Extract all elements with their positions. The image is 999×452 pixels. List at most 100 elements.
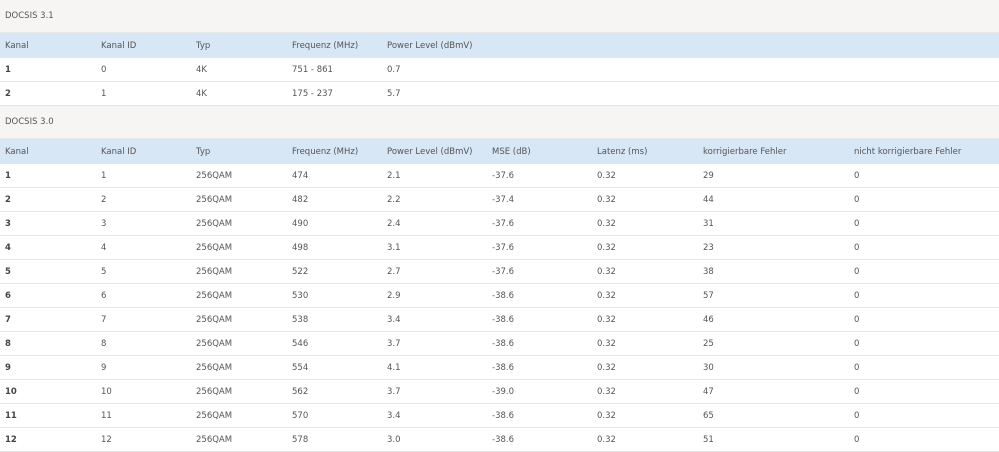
table-cell: 12: [5, 435, 17, 445]
table-cell: 175 - 237: [292, 89, 333, 99]
table-cell: 6: [5, 291, 11, 301]
column-header: Kanal: [5, 41, 29, 51]
table-cell: 3.7: [387, 387, 401, 397]
table-cell: -38.6: [492, 363, 514, 373]
table-cell: 1: [5, 65, 11, 75]
table-cell: 30: [703, 363, 714, 373]
header-row: Kanal Kanal ID Typ Frequenz (MHz) Power Leve…: [0, 33, 999, 58]
table-cell: -38.6: [492, 411, 514, 421]
table-cell: 256QAM: [196, 267, 233, 277]
column-header: Typ: [196, 41, 211, 51]
table-cell: 0.32: [597, 219, 616, 229]
table-row: 4 4 256QAM 498 3.1 -37.6 0.32 23 0: [0, 236, 999, 260]
table-cell: 25: [703, 339, 714, 349]
table-row: 6 6 256QAM 530 2.9 -38.6 0.32 57 0: [0, 284, 999, 308]
table-cell: 0.32: [597, 291, 616, 301]
table-cell: 2: [101, 195, 107, 205]
table-row: 3 3 256QAM 490 2.4 -37.6 0.32 31 0: [0, 212, 999, 236]
table-cell: 47: [703, 387, 714, 397]
table-cell: 4K: [196, 89, 207, 99]
table-cell: 2.1: [387, 171, 401, 181]
table-cell: 522: [292, 267, 309, 277]
table-cell: -37.4: [492, 195, 514, 205]
table-cell: 0: [854, 267, 860, 277]
table-cell: 44: [703, 195, 714, 205]
table-cell: 2.7: [387, 267, 401, 277]
table-cell: 0.32: [597, 363, 616, 373]
table-cell: 7: [5, 315, 11, 325]
table-cell: 0: [854, 171, 860, 181]
table-row: 2 1 4K 175 - 237 5.7: [0, 82, 999, 106]
table-cell: -38.6: [492, 339, 514, 349]
table-cell: 8: [5, 339, 11, 349]
table-cell: 9: [5, 363, 11, 373]
table-cell: 0: [854, 315, 860, 325]
table-cell: 554: [292, 363, 309, 373]
table-cell: 7: [101, 315, 107, 325]
table-row: 10 10 256QAM 562 3.7 -39.0 0.32 47 0: [0, 380, 999, 404]
table-row: 1 0 4K 751 - 861 0.7: [0, 58, 999, 82]
table-cell: 3.0: [387, 435, 401, 445]
table-cell: 51: [703, 435, 714, 445]
table-cell: 1: [5, 171, 11, 181]
table-cell: 65: [703, 411, 714, 421]
table-cell: 2.4: [387, 219, 401, 229]
table-cell: 0: [854, 387, 860, 397]
table-cell: 562: [292, 387, 309, 397]
table-cell: 2: [5, 89, 11, 99]
table-cell: 46: [703, 315, 714, 325]
table-cell: 0.32: [597, 435, 616, 445]
table-cell: 578: [292, 435, 309, 445]
table-cell: 0: [854, 363, 860, 373]
table-cell: 12: [101, 435, 112, 445]
table-cell: 11: [5, 411, 17, 421]
table-cell: 546: [292, 339, 309, 349]
table-cell: 490: [292, 219, 309, 229]
table-cell: 538: [292, 315, 309, 325]
table-cell: -39.0: [492, 387, 514, 397]
section: DOCSIS 3.0 Kanal Kanal ID Typ Frequenz (MHz)…: [0, 106, 999, 452]
table-row: 2 2 256QAM 482 2.2 -37.4 0.32 44 0: [0, 188, 999, 212]
column-header: Frequenz (MHz): [292, 147, 359, 157]
table-cell: 256QAM: [196, 291, 233, 301]
table-cell: 4.1: [387, 363, 401, 373]
table-cell: 474: [292, 171, 309, 181]
table-cell: 38: [703, 267, 714, 277]
table-cell: 4: [5, 243, 11, 253]
section-title: DOCSIS 3.0: [5, 117, 54, 127]
table-cell: 0.32: [597, 315, 616, 325]
table-cell: 4K: [196, 65, 207, 75]
table-cell: 23: [703, 243, 714, 253]
table-cell: -37.6: [492, 267, 514, 277]
table-row: 7 7 256QAM 538 3.4 -38.6 0.32 46 0: [0, 308, 999, 332]
table-cell: 29: [703, 171, 714, 181]
table-cell: 0: [854, 195, 860, 205]
table-row: 8 8 256QAM 546 3.7 -38.6 0.32 25 0: [0, 332, 999, 356]
table-cell: 0: [854, 219, 860, 229]
table-cell: 498: [292, 243, 309, 253]
table-cell: 0.32: [597, 195, 616, 205]
table-cell: 11: [101, 411, 112, 421]
table-row: 11 11 256QAM 570 3.4 -38.6 0.32 65 0: [0, 404, 999, 428]
table-cell: 0.32: [597, 267, 616, 277]
table-cell: -37.6: [492, 219, 514, 229]
table-cell: 3: [5, 219, 11, 229]
column-header: Frequenz (MHz): [292, 41, 359, 51]
table-cell: 1: [101, 89, 107, 99]
table-cell: 256QAM: [196, 339, 233, 349]
column-header: Power Level (dBmV): [387, 41, 473, 51]
table-cell: 256QAM: [196, 387, 233, 397]
table-cell: 0: [854, 339, 860, 349]
column-header: MSE (dB): [492, 147, 531, 157]
column-header: nicht korrigierbare Fehler: [854, 147, 962, 157]
table-cell: 9: [101, 363, 107, 373]
table-cell: 530: [292, 291, 309, 301]
table-row: 12 12 256QAM 578 3.0 -38.6 0.32 51 0: [0, 428, 999, 452]
table-cell: 0.7: [387, 65, 401, 75]
table-cell: 256QAM: [196, 363, 233, 373]
table-cell: 256QAM: [196, 243, 233, 253]
table-cell: 0.32: [597, 411, 616, 421]
table-cell: 2.2: [387, 195, 401, 205]
